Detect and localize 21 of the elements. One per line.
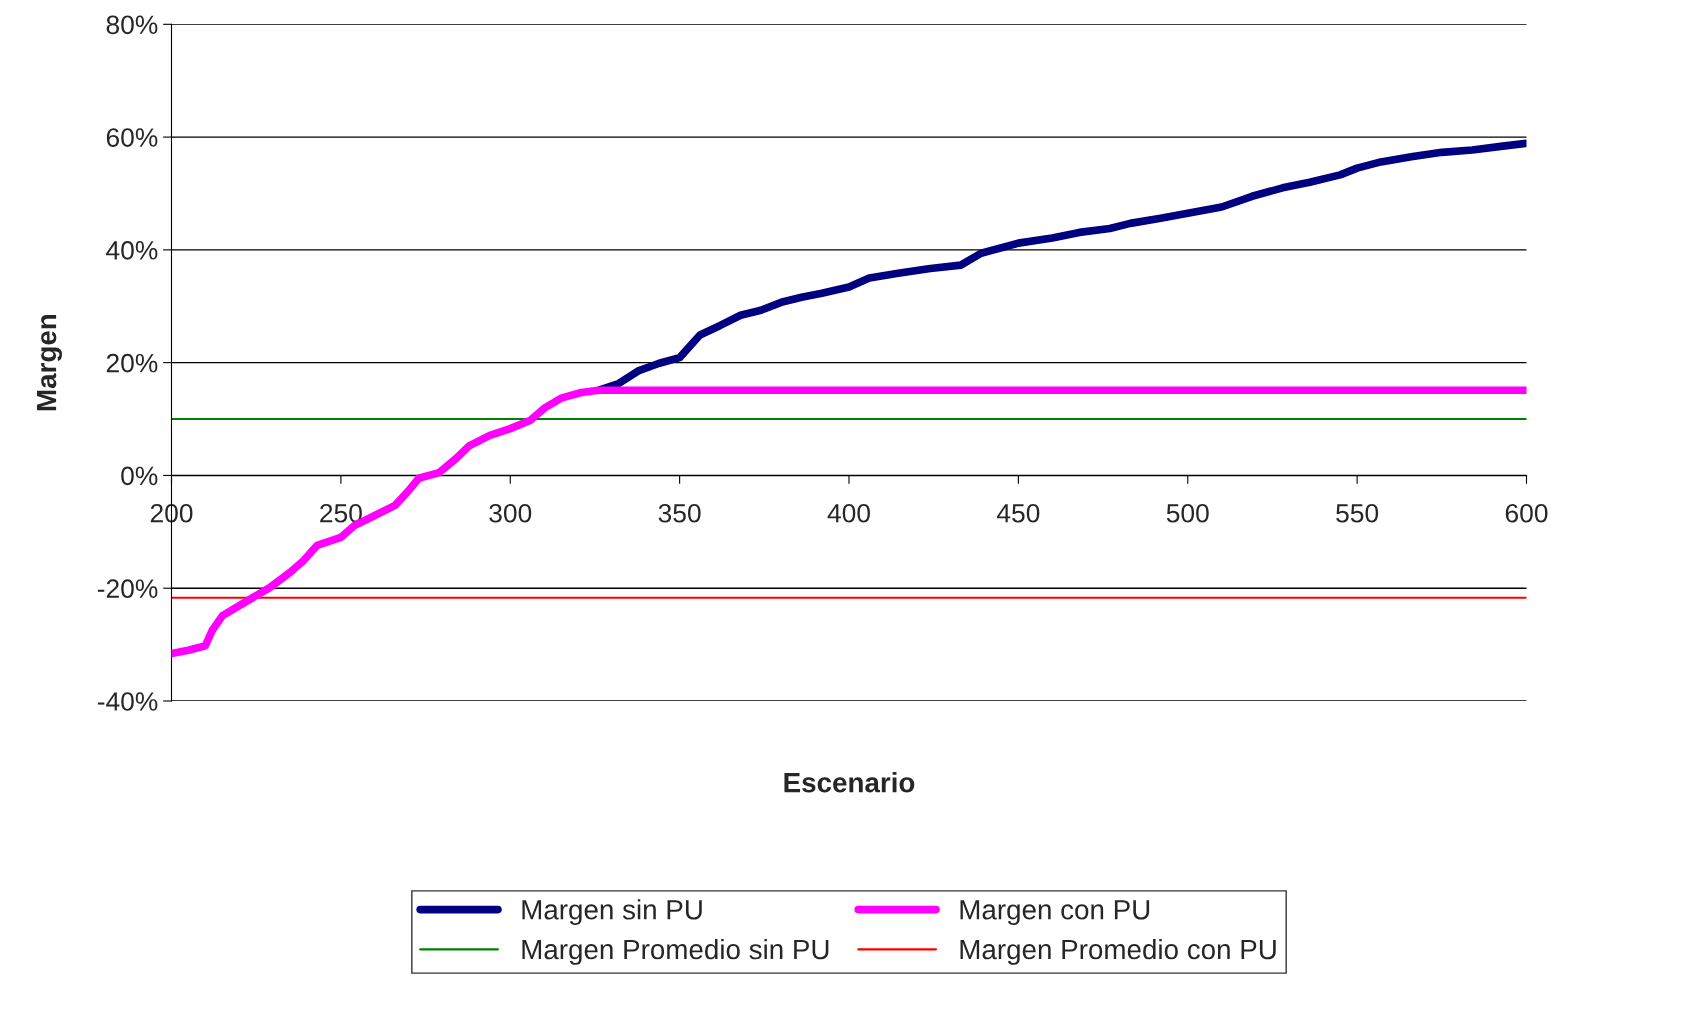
- y-tick-label: -20%: [97, 579, 158, 599]
- y-tick-label: 60%: [106, 128, 158, 147]
- y-axis-title: Margen: [36, 314, 62, 411]
- y-tick-label: 80%: [106, 15, 158, 35]
- x-tick-label: 450: [996, 503, 1040, 523]
- y-tick-label: 0%: [121, 466, 158, 486]
- legend-label: Margen con PU: [960, 900, 1150, 926]
- y-tick-label: -40%: [97, 692, 158, 711]
- x-axis-title: Escenario: [784, 772, 915, 793]
- x-tick-label: 400: [827, 503, 870, 523]
- legend-label: Margen Promedio con PU: [960, 938, 1276, 965]
- y-tick-label: 20%: [106, 353, 158, 373]
- x-tick-label: 250: [320, 503, 362, 523]
- y-tick-label: 40%: [106, 241, 158, 260]
- x-tick-label: 350: [658, 503, 701, 523]
- x-tick-label: 600: [1505, 503, 1548, 523]
- x-tick-label: 550: [1336, 503, 1379, 523]
- x-tick-label: 500: [1166, 503, 1209, 523]
- x-tick-label: 300: [489, 503, 532, 523]
- legend-label: Margen sin PU: [522, 899, 702, 926]
- legend-label: Margen Promedio sin PU: [522, 938, 829, 965]
